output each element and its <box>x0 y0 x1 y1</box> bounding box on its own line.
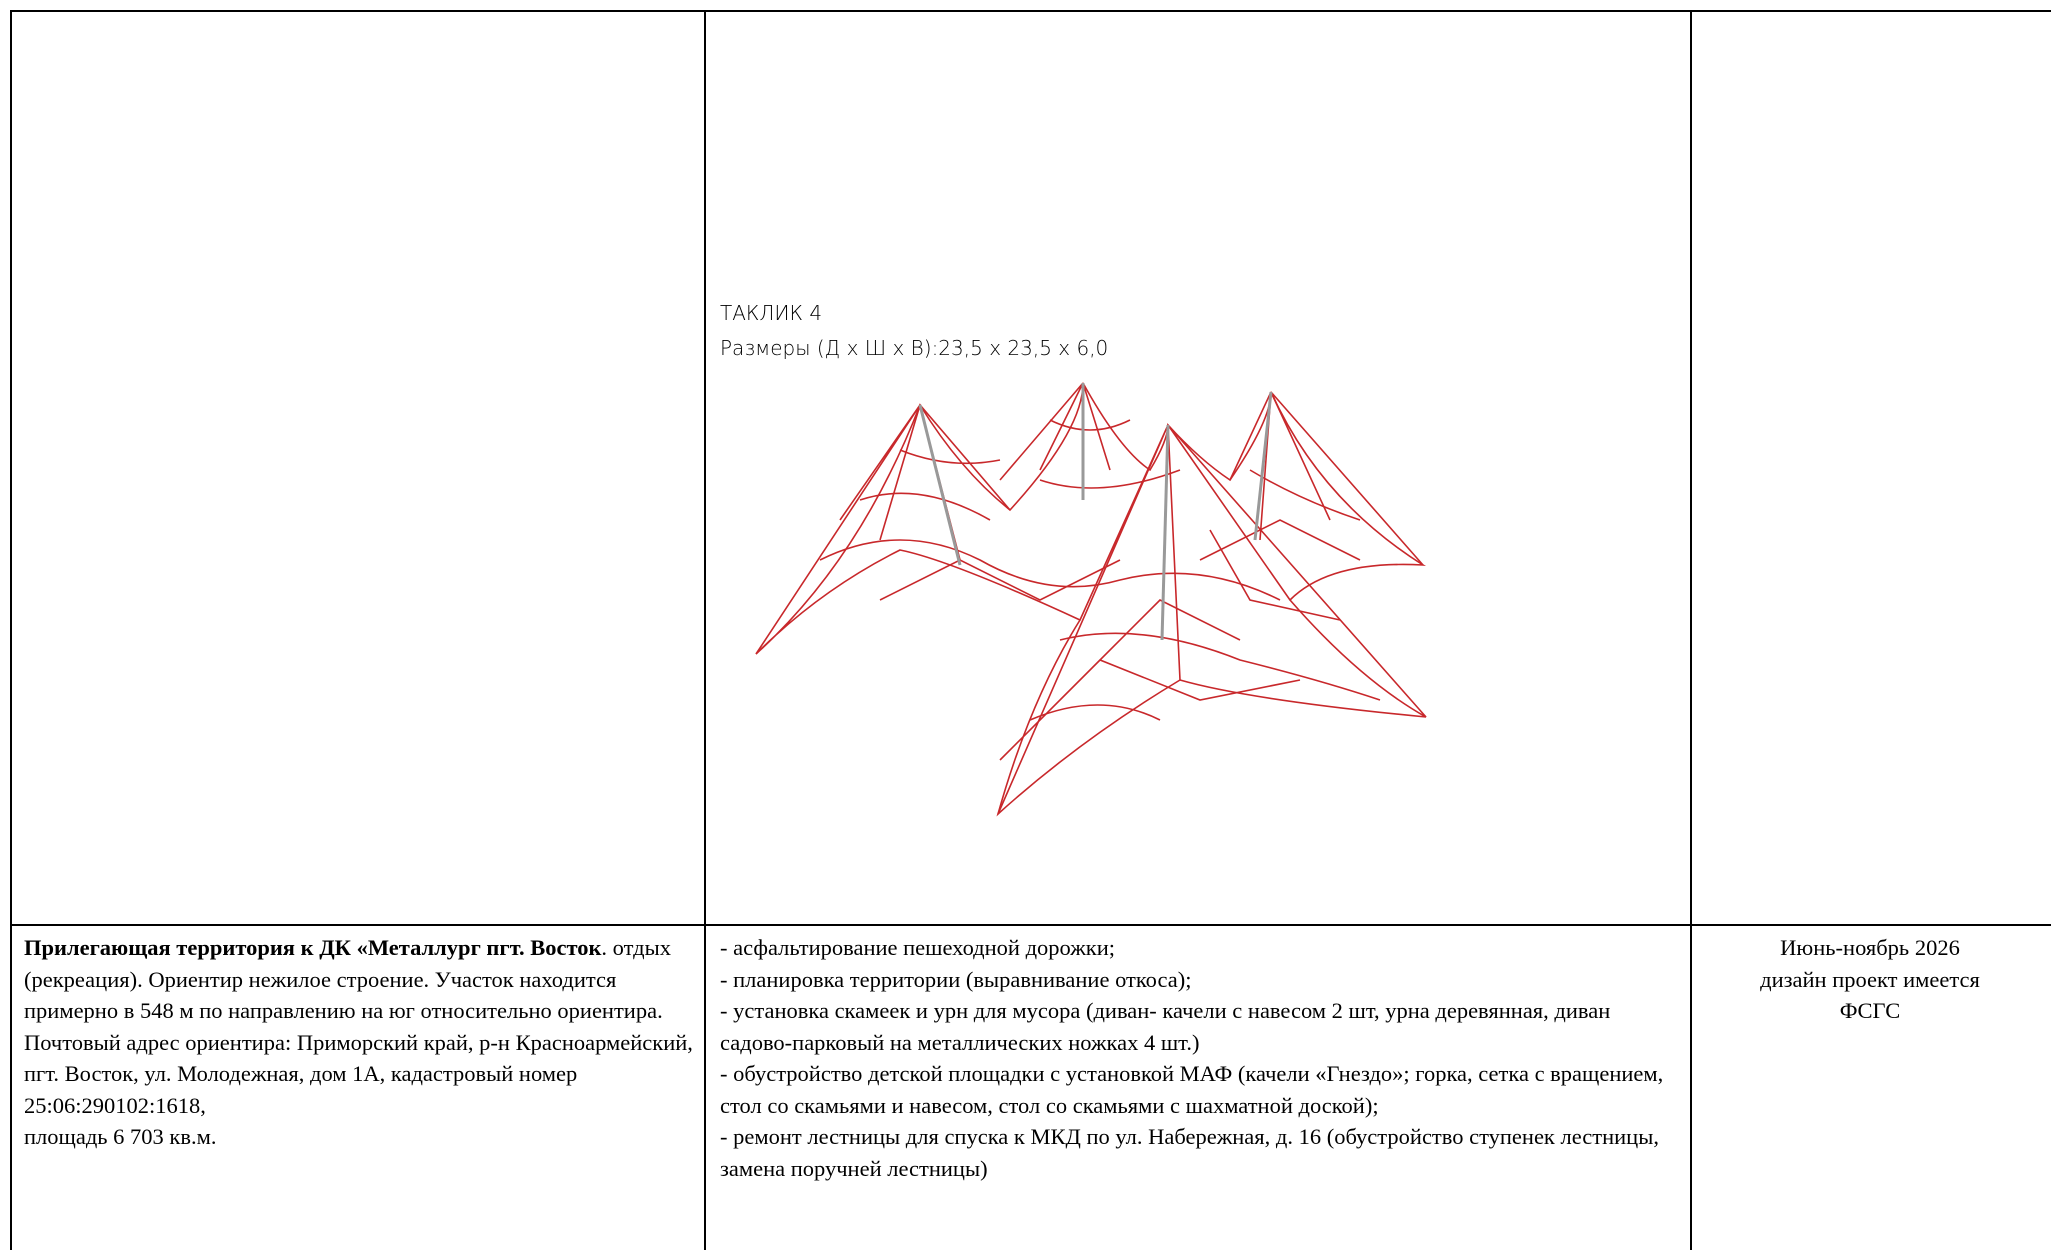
table-border <box>10 924 2051 926</box>
table-border <box>10 10 2051 12</box>
term-line: ФСГС <box>1839 998 1901 1023</box>
poles <box>918 383 1273 641</box>
location-cell: Прилегающая территория к ДК «Металлург п… <box>24 932 694 1153</box>
work-item: - обустройство детской площадки с устано… <box>720 1061 1664 1118</box>
table-border <box>10 10 12 1250</box>
work-item: - ремонт лестницы для спуска к МКД по ул… <box>720 1124 1659 1181</box>
table-border <box>704 10 706 1250</box>
playground-image <box>755 379 1427 817</box>
terms-cell: Июнь-ноябрь 2026 дизайн проект имеется ФСГ… <box>1700 932 2040 1027</box>
net <box>755 379 1427 817</box>
term-line: дизайн проект имеется <box>1760 966 1980 992</box>
work-item: - установка скамеек и урн для мусора (ди… <box>720 998 1611 1055</box>
image-caption: ТАКЛИК 4 Размеры (Д х Ш х В):23,5 х 23,5… <box>720 296 1620 366</box>
table-border <box>1690 10 1692 1250</box>
work-item: - асфальтирование пешеходной дорожки; <box>720 935 1115 960</box>
caption-line: ТАКЛИК 4 <box>720 301 823 325</box>
location-text: . отдых (рекреация). Ориентир нежилое ст… <box>24 935 693 1149</box>
caption-line: Размеры (Д х Ш х В):23,5 х 23,5 х 6,0 <box>720 336 1109 360</box>
works-cell: - асфальтирование пешеходной дорожки; - п… <box>720 932 1680 1184</box>
location-title: Прилегающая территория к ДК «Металлург п… <box>24 935 602 960</box>
work-item: - планировка территории (выравнивание от… <box>720 966 1192 992</box>
term-line: Июнь-ноябрь 2026 <box>1780 935 1960 960</box>
